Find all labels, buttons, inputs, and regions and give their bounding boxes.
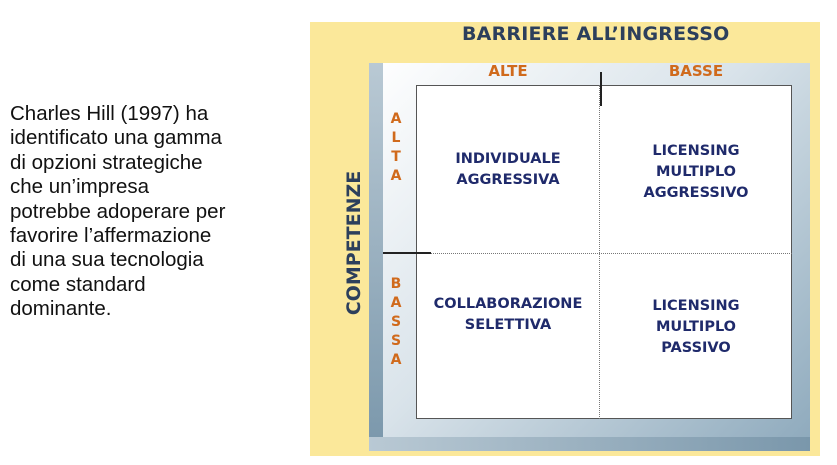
cell-line: SELETTIVA [464, 317, 552, 333]
row-label-letter: L [391, 130, 401, 146]
intro-line: identificato una gamma [10, 126, 222, 150]
matrix-divider-horizontal [416, 253, 792, 254]
axis-tick-vertical [600, 72, 602, 106]
backplate-edge-left [369, 63, 383, 451]
cell-line: AGGRESSIVA [456, 172, 560, 188]
cell-line: INDIVIDUALE [455, 151, 561, 167]
row-label-letter: A [390, 352, 402, 368]
intro-line: Charles Hill (1997) ha [10, 102, 209, 125]
intro-line: come standard [10, 272, 146, 296]
intro-line: che un’impresa [10, 175, 150, 199]
intro-line: dominante. [10, 297, 112, 321]
cell-licensing-multiplo-passivo: LICENSING MULTIPLO PASSIVO [600, 296, 792, 359]
row-label-letter: A [390, 111, 402, 127]
x-axis-title: BARRIERE ALL’INGRESSO [462, 23, 730, 45]
cell-line: AGGRESSIVO [643, 185, 749, 201]
row-label-letter: T [391, 149, 401, 165]
cell-line: LICENSING [652, 143, 740, 159]
cell-licensing-multiplo-aggressivo: LICENSING MULTIPLO AGGRESSIVO [600, 141, 792, 204]
matrix-divider-vertical [599, 85, 600, 419]
cell-line: LICENSING [652, 298, 740, 314]
strategy-matrix [416, 85, 792, 419]
cell-individuale-aggressiva: INDIVIDUALE AGGRESSIVA [416, 149, 600, 191]
cell-collaborazione-selettiva: COLLABORAZIONE SELETTIVA [416, 294, 600, 336]
row-label-letter: S [390, 314, 402, 330]
row-label-letter: A [390, 295, 402, 311]
y-axis-title: COMPETENZE [343, 170, 365, 316]
intro-line: favorire l’affermazione [10, 224, 212, 248]
column-label-alte: ALTE [488, 62, 528, 80]
row-label-letter: A [390, 168, 402, 184]
backplate-edge-bottom [369, 437, 810, 451]
axis-tick-horizontal [383, 252, 431, 254]
column-label-basse: BASSE [668, 62, 724, 80]
row-label-letter: B [390, 276, 402, 292]
row-label-letter: S [390, 333, 402, 349]
intro-line: di opzioni strategiche [10, 150, 203, 174]
cell-line: COLLABORAZIONE [433, 296, 583, 312]
cell-line: MULTIPLO [655, 164, 736, 180]
cell-line: PASSIVO [661, 340, 731, 356]
intro-paragraph: Charles Hill (1997) ha identificato una … [10, 102, 290, 322]
cell-line: MULTIPLO [655, 319, 736, 335]
intro-line: potrebbe adoperare per [10, 199, 226, 223]
intro-line: di una sua tecnologia [10, 248, 204, 272]
